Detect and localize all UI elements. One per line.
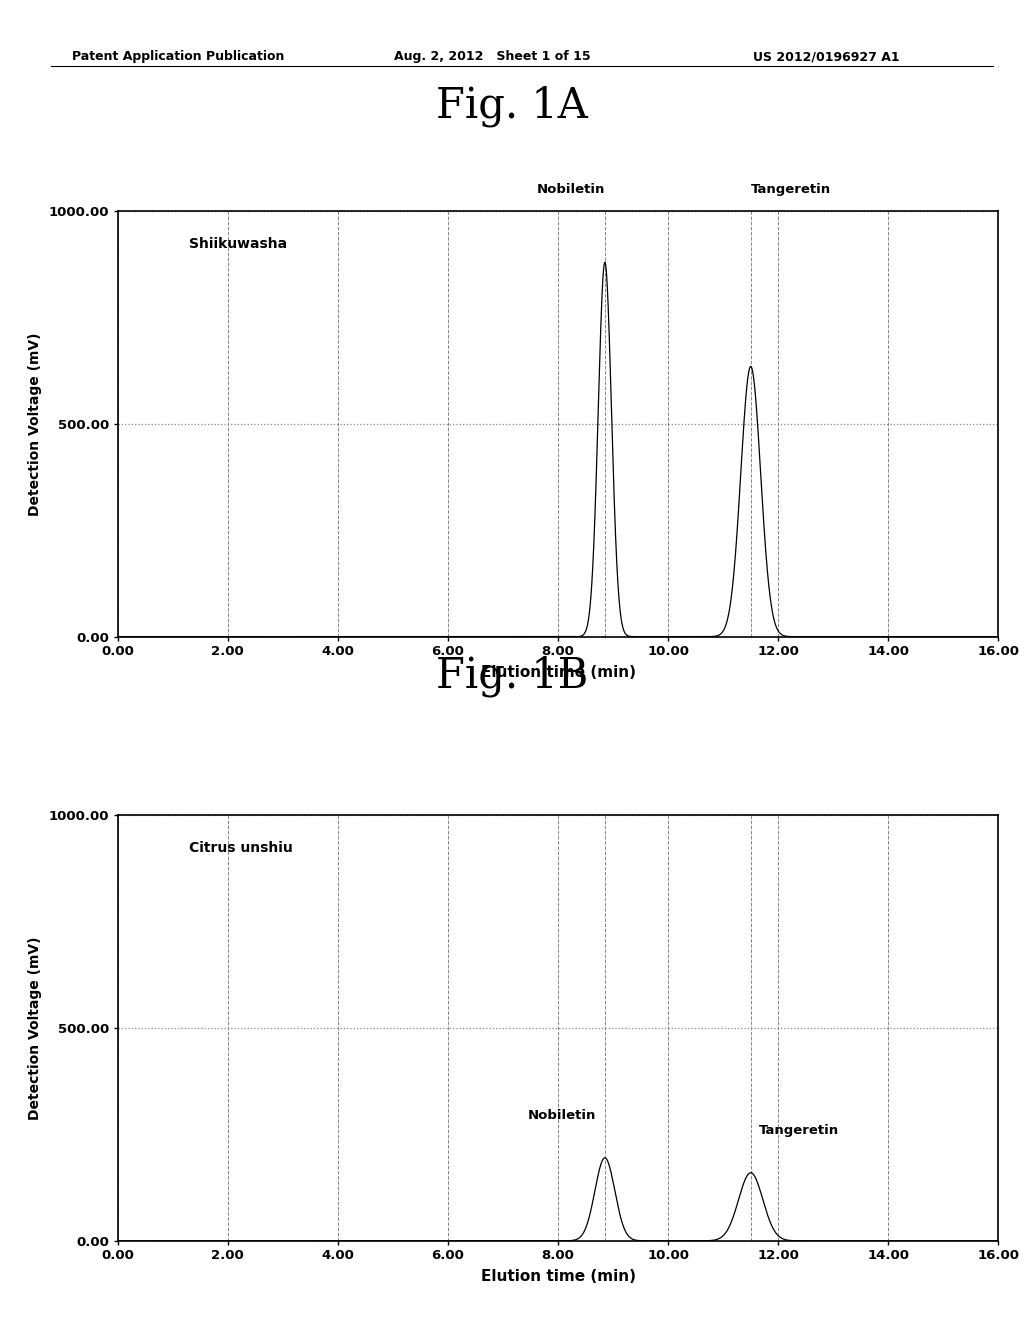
Text: Fig. 1B: Fig. 1B [436, 655, 588, 697]
Text: Nobiletin: Nobiletin [528, 1109, 597, 1122]
Text: Tangeretin: Tangeretin [751, 183, 830, 197]
Text: Tangeretin: Tangeretin [759, 1123, 839, 1137]
X-axis label: Elution time (min): Elution time (min) [480, 665, 636, 680]
X-axis label: Elution time (min): Elution time (min) [480, 1269, 636, 1284]
Text: Shiikuwasha: Shiikuwasha [189, 236, 288, 251]
Y-axis label: Detection Voltage (mV): Detection Voltage (mV) [28, 333, 42, 516]
Text: US 2012/0196927 A1: US 2012/0196927 A1 [753, 50, 899, 63]
Text: Citrus unshiu: Citrus unshiu [189, 841, 293, 855]
Text: Patent Application Publication: Patent Application Publication [72, 50, 284, 63]
Text: Aug. 2, 2012   Sheet 1 of 15: Aug. 2, 2012 Sheet 1 of 15 [394, 50, 591, 63]
Text: Fig. 1A: Fig. 1A [436, 84, 588, 127]
Text: Nobiletin: Nobiletin [537, 183, 605, 197]
Y-axis label: Detection Voltage (mV): Detection Voltage (mV) [28, 936, 42, 1119]
